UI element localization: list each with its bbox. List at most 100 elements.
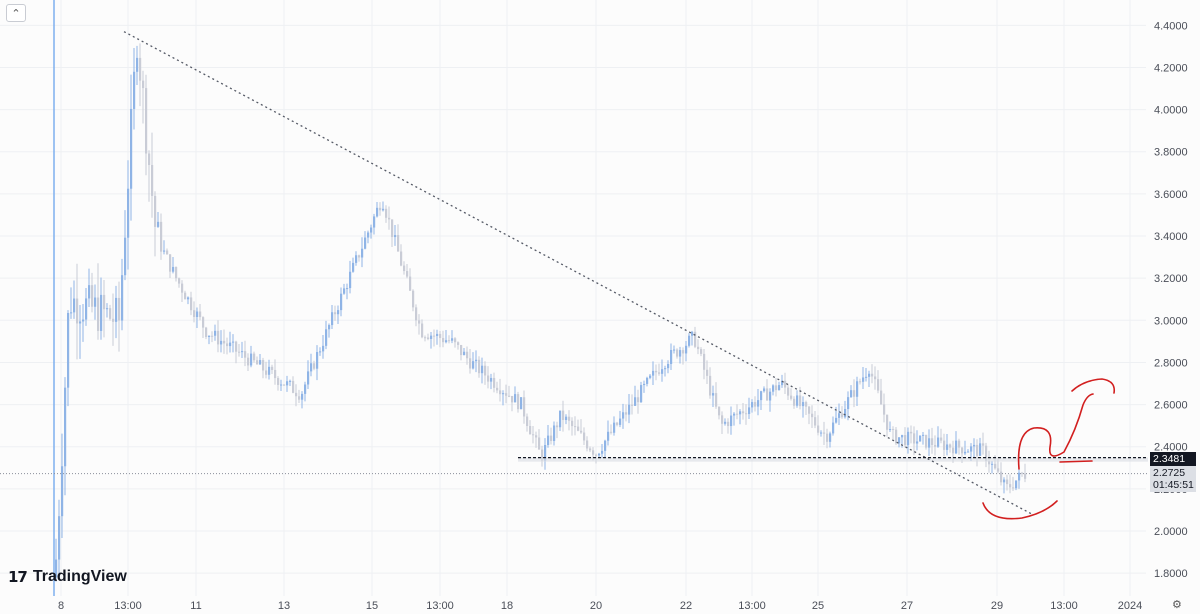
candle-down — [154, 191, 157, 257]
candle-up — [322, 334, 325, 359]
chart-grid — [0, 0, 1146, 596]
candle-down — [334, 305, 337, 321]
candle-down — [295, 384, 298, 407]
candle-down — [217, 320, 220, 353]
candle-down — [541, 445, 544, 467]
y-tick-label: 4.0000 — [1154, 105, 1188, 117]
candle-down — [658, 363, 661, 376]
candle-up — [58, 499, 61, 579]
candle-down — [676, 348, 679, 359]
candle-up — [673, 345, 676, 354]
candle-up — [778, 381, 781, 391]
candle-down — [853, 379, 856, 408]
candle-down — [715, 382, 718, 409]
gear-icon[interactable]: ⚙ — [1172, 599, 1182, 611]
chevron-up-icon[interactable]: ⌃ — [6, 4, 26, 22]
x-tick-label: 25 — [812, 600, 824, 612]
candle-up — [685, 341, 688, 362]
candle-up — [394, 225, 397, 246]
candle-down — [166, 248, 169, 255]
candle-down — [874, 366, 877, 390]
candle-up — [832, 416, 835, 436]
candle-down — [427, 333, 430, 341]
y-tick-label: 1.8000 — [1154, 568, 1188, 580]
candle-up — [208, 335, 211, 345]
candle-down — [448, 335, 451, 344]
candle-up — [55, 538, 58, 582]
candle-down — [277, 376, 280, 391]
candle-down — [532, 425, 535, 444]
candle-down — [298, 389, 301, 403]
candle-up — [79, 304, 82, 359]
candle-down — [745, 404, 748, 425]
candle-down — [469, 348, 472, 374]
candle-up — [67, 310, 70, 407]
candle-up — [196, 307, 199, 328]
candle-up — [187, 296, 190, 305]
candle-down — [988, 450, 991, 473]
candle-down — [703, 349, 706, 380]
candle-up — [286, 375, 289, 392]
candle-down — [205, 326, 208, 340]
candle-down — [562, 400, 565, 432]
x-tick-label: 8 — [58, 600, 64, 612]
candle-down — [616, 421, 619, 427]
candle-up — [361, 237, 364, 268]
candle-up — [100, 277, 103, 340]
x-tick-label: 20 — [590, 600, 602, 612]
candle-up — [544, 438, 547, 470]
candle-up — [838, 403, 841, 425]
candle-down — [160, 213, 163, 260]
candle-up — [268, 359, 271, 380]
y-tick-label: 3.2000 — [1154, 273, 1188, 285]
candle-up — [844, 400, 847, 419]
y-tick-label: 3.0000 — [1154, 315, 1188, 327]
candle-up — [946, 433, 949, 456]
candle-down — [388, 206, 391, 230]
candle-up — [514, 386, 517, 403]
candle-down — [571, 417, 574, 436]
candle-down — [253, 351, 256, 363]
candle-up — [463, 347, 466, 356]
trendline[interactable] — [123, 31, 1033, 515]
candle-down — [223, 329, 226, 354]
candle-up — [919, 435, 922, 442]
candle-down — [637, 389, 640, 414]
candle-down — [787, 384, 790, 401]
candle-up — [772, 384, 775, 396]
candle-down — [1000, 462, 1003, 486]
candle-up — [481, 357, 484, 384]
candle-up — [88, 268, 91, 308]
candle-up — [829, 431, 832, 448]
candle-down — [526, 413, 529, 432]
annotation-level-mark — [1059, 460, 1093, 463]
candle-up — [601, 443, 604, 458]
candle-up — [724, 418, 727, 426]
candle-down — [880, 378, 883, 405]
candle-up — [559, 410, 562, 431]
candle-up — [214, 324, 217, 341]
candle-up — [667, 360, 670, 374]
candle-down — [895, 427, 898, 446]
candle-up — [259, 353, 262, 365]
candle-down — [505, 384, 508, 404]
x-tick-label: 13:00 — [114, 600, 142, 612]
candle-up — [1003, 477, 1006, 494]
candle-down — [148, 150, 151, 202]
candle-down — [484, 361, 487, 385]
candle-up — [628, 394, 631, 424]
candle-up — [364, 231, 367, 250]
candle-up — [907, 427, 910, 454]
candle-up — [964, 440, 967, 456]
candle-up — [127, 160, 130, 270]
candle-up — [136, 45, 139, 86]
candle-down — [694, 326, 697, 349]
candle-up — [304, 381, 307, 402]
candle-down — [508, 385, 511, 398]
x-tick-label: 15 — [366, 600, 378, 612]
candle-up — [106, 303, 109, 318]
candle-down — [610, 424, 613, 435]
candle-up — [70, 287, 73, 319]
candle-up — [928, 429, 931, 456]
